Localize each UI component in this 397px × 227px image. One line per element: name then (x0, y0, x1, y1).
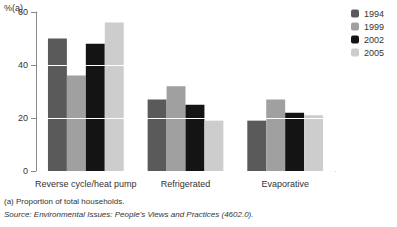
svg-text:Reverse cycle/heat pump: Reverse cycle/heat pump (35, 179, 137, 189)
svg-text:(a) Proportion of total househ: (a) Proportion of total households. (4, 197, 125, 206)
svg-text:2005: 2005 (364, 48, 384, 58)
svg-text:1999: 1999 (364, 22, 384, 32)
svg-text:1994: 1994 (364, 9, 384, 19)
svg-text:20: 20 (18, 113, 28, 123)
svg-text:Refrigerated: Refrigerated (161, 179, 211, 189)
svg-text:Evaporative: Evaporative (261, 179, 309, 189)
svg-text:0: 0 (23, 166, 28, 176)
svg-text:60: 60 (18, 7, 28, 17)
svg-text:2002: 2002 (364, 35, 384, 45)
svg-text:%(a): %(a) (4, 2, 23, 13)
svg-text:Source: Environmental Issues:: Source: Environmental Issues: People's V… (4, 210, 254, 219)
svg-text:40: 40 (18, 60, 28, 70)
